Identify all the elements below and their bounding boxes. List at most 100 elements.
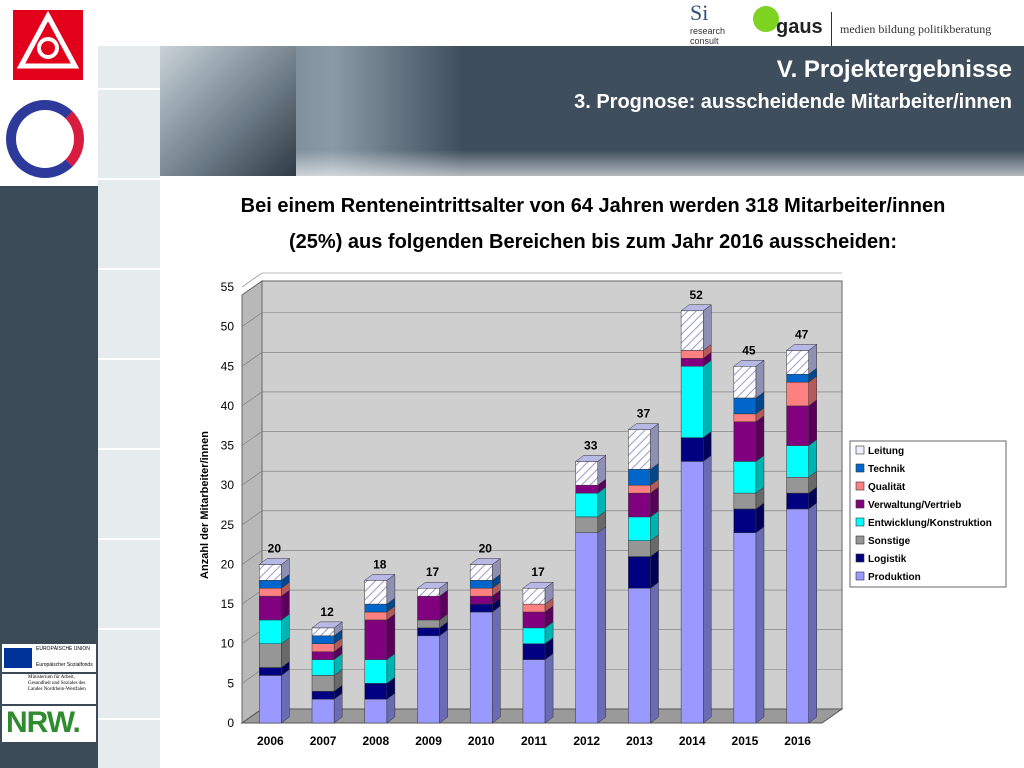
bar-2016-produktion [786, 508, 809, 724]
bar-2012-produktion-side [597, 526, 607, 724]
bar-2013-technik [628, 469, 651, 486]
x-tick-label-2011: 2011 [521, 734, 547, 748]
bar-top-2008 [363, 574, 396, 581]
data-label-2013: 37 [637, 407, 651, 421]
bar-2014-leitung [680, 310, 704, 351]
bar-2007-sonstige [311, 675, 335, 692]
bar-2015-leitung [733, 366, 757, 399]
y-tick-label: 10 [221, 637, 235, 651]
bar-2015-logistik [733, 508, 757, 533]
bar-2006-qualit-t [259, 587, 282, 597]
x-tick-label-2008: 2008 [362, 734, 389, 748]
bar-2011-produktion [522, 659, 546, 724]
data-label-2015: 45 [742, 343, 756, 357]
legend-entry-produktion: Produktion [868, 572, 921, 583]
bar-2014-entwicklung-konstruktion [680, 366, 704, 438]
gridline-diagonal [241, 669, 263, 684]
gridline-diagonal [241, 510, 263, 526]
bar-2011-logistik [522, 643, 546, 660]
bar-2013-verwaltung-vertrieb [628, 492, 651, 518]
legend-entry-logistik: Logistik [868, 554, 907, 565]
legend-entry-sonstige: Sonstige [868, 536, 911, 547]
nrw-logo: NRW. [2, 706, 96, 742]
bar-2016-qualit-t [786, 381, 809, 407]
data-label-2014: 52 [690, 288, 704, 302]
x-tick-label-2012: 2012 [573, 734, 600, 748]
gridline-diagonal [241, 272, 263, 288]
bar-2014-produktion [680, 461, 704, 724]
logo-divider [831, 12, 832, 46]
bar-2008-qualit-t [364, 611, 388, 621]
bar-2016-logistik [786, 492, 809, 510]
bar-2009-produktion [417, 635, 440, 724]
gaus-logo-dot [753, 6, 779, 32]
y-tick-label: 35 [221, 439, 235, 453]
bar-top-2013 [627, 423, 660, 430]
y-tick-label: 5 [227, 676, 234, 690]
gridline-diagonal [241, 431, 263, 446]
bar-2010-produktion [469, 611, 493, 724]
bar-2008-technik [364, 603, 388, 613]
page-title: V. Projektergebnisse [776, 56, 1012, 83]
bar-2015-produktion [733, 532, 757, 724]
page-subtitle: 3. Prognose: ausscheidende Mitarbeiter/i… [574, 91, 1012, 113]
bar-2010-technik [469, 580, 493, 589]
bar-2006-leitung [259, 564, 282, 581]
y-tick-label: 50 [221, 320, 235, 334]
bar-top-2006 [258, 558, 291, 565]
bar-2014-verwaltung-vertrieb [680, 358, 704, 367]
bar-2007-logistik [311, 691, 335, 700]
bar-2016-produktion-side [808, 502, 817, 724]
bar-2008-produktion [364, 698, 388, 724]
legend-entry-technik: Technik [868, 464, 905, 475]
bar-2015-technik [733, 397, 757, 415]
bar-2011-produktion-side [544, 653, 554, 724]
bar-2011-verwaltung-vertrieb [522, 611, 546, 629]
x-tick-label-2009: 2009 [415, 734, 442, 748]
data-label-2010: 20 [479, 541, 493, 555]
data-label-2009: 17 [426, 565, 440, 579]
bar-2014-qualit-t [680, 350, 704, 359]
bar-2014-entwicklung-konstruktion-side [703, 359, 712, 439]
stacked-bar-chart: 0 5 10 15 20 25 30 35 40 45 50 55 Anzahl der Mitarbe… [199, 272, 1007, 748]
bar-2006-verwaltung-vertrieb [259, 595, 282, 621]
bar-2013-logistik [628, 556, 651, 589]
gridline-diagonal [241, 629, 263, 644]
x-tick-label-2014: 2014 [679, 734, 706, 748]
bar-2016-entwicklung-konstruktion [786, 445, 809, 478]
y-tick-label: 25 [221, 518, 235, 532]
gridline-diagonal [241, 352, 263, 367]
bar-top-2007 [311, 621, 343, 629]
x-tick-label-2006: 2006 [257, 734, 284, 748]
si-logo-mark: Si [690, 0, 709, 25]
bar-2010-produktion-side [492, 605, 501, 724]
bar-2011-qualit-t [522, 603, 546, 613]
bar-2006-produktion [259, 675, 282, 724]
bar-2009-leitung [417, 587, 440, 597]
legend-swatch-technik [855, 463, 865, 473]
bar-top-2009 [416, 581, 449, 589]
chart-left-wall [241, 280, 263, 724]
bar-2013-logistik-side [650, 550, 659, 589]
legend-entry-leitung: Leitung [868, 446, 904, 457]
team-photo [160, 46, 296, 176]
bar-2006-entwicklung-konstruktion [259, 619, 282, 644]
bar-2016-verwaltung-vertrieb [786, 405, 809, 446]
x-tick-label-2007: 2007 [310, 734, 337, 748]
x-tick-label-2016: 2016 [784, 734, 811, 748]
y-tick-label: 15 [221, 597, 235, 611]
legend-swatch-sonstige [855, 535, 865, 545]
gridline-diagonal [241, 589, 263, 605]
gaus-tagline: medien bildung politikberatung [840, 22, 992, 36]
data-label-2011: 17 [531, 565, 545, 579]
bar-2006-sonstige [259, 643, 282, 668]
bar-2015-leitung-side [755, 359, 765, 399]
data-label-2006: 20 [268, 541, 282, 555]
logo-panel [0, 0, 98, 186]
x-tick-label-2010: 2010 [468, 734, 495, 748]
bar-2010-logistik [469, 603, 493, 613]
bar-2011-leitung [522, 587, 546, 605]
bar-2015-produktion-side [755, 526, 765, 724]
bar-2016-verwaltung-vertrieb-side [808, 399, 817, 447]
bar-2008-leitung [364, 580, 388, 605]
